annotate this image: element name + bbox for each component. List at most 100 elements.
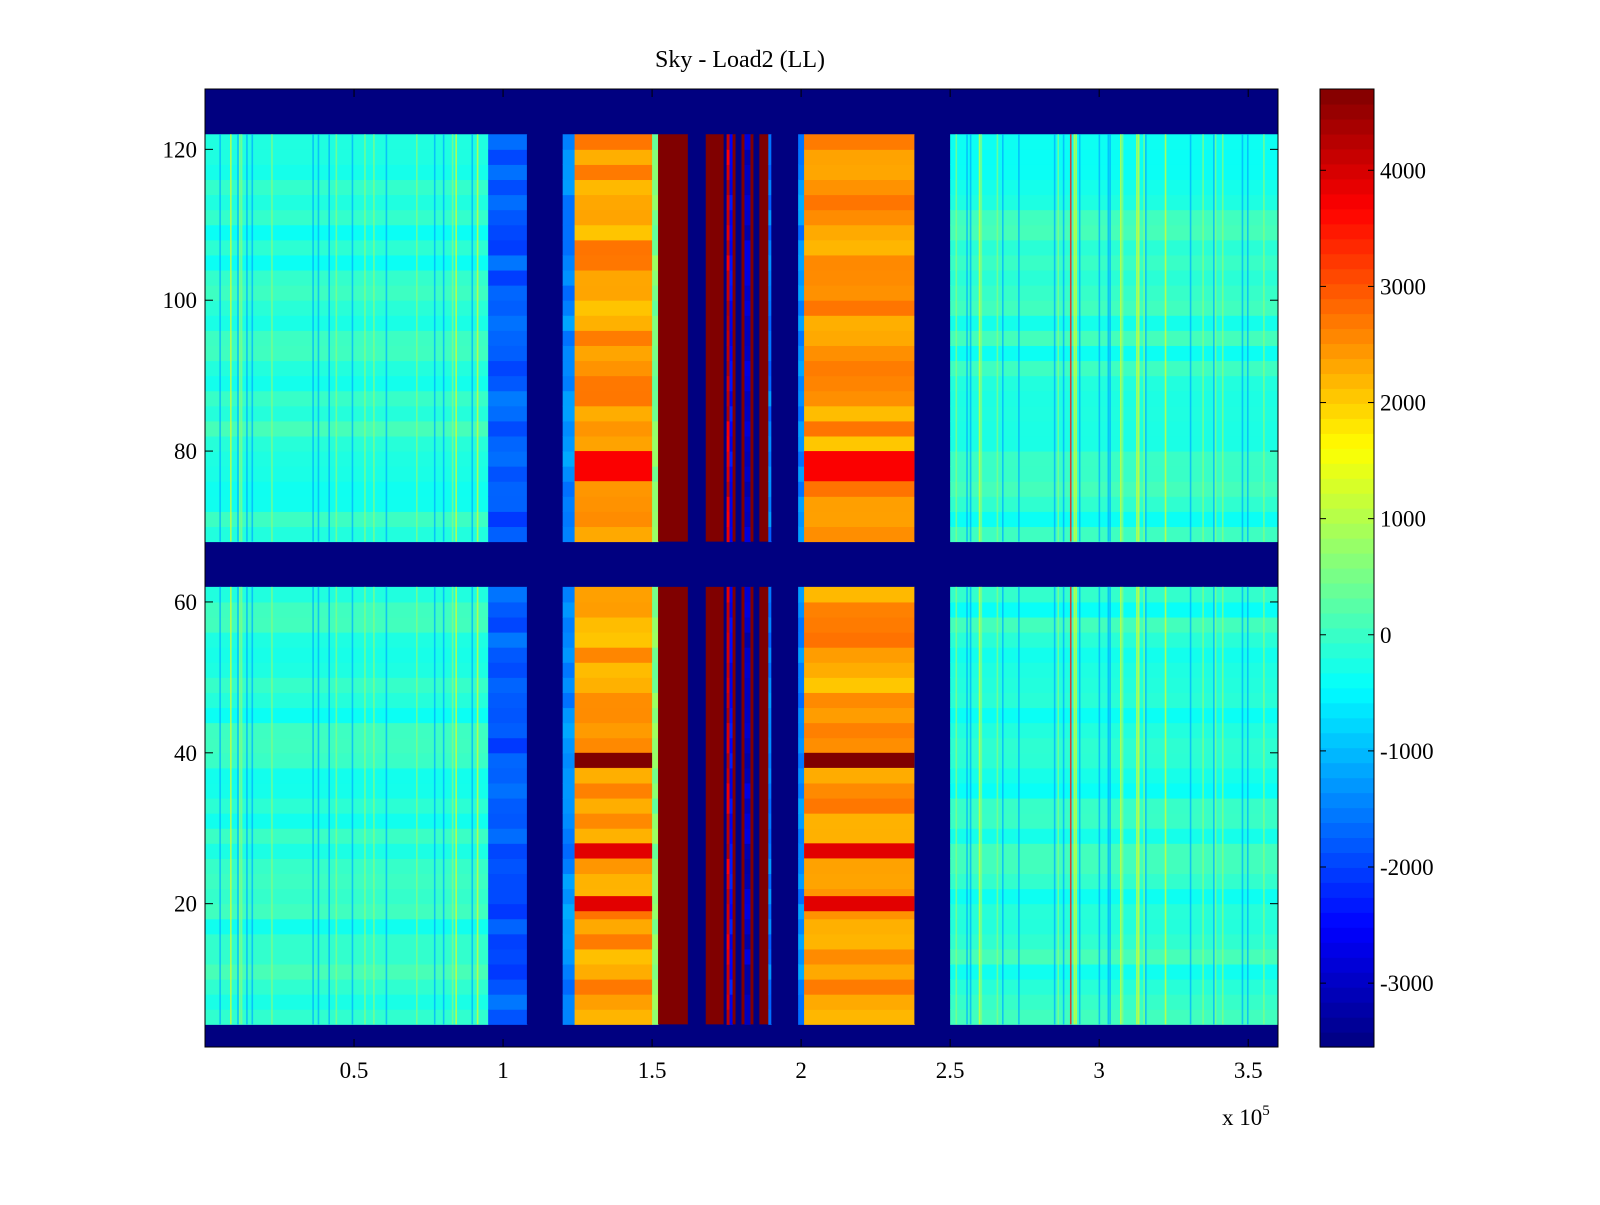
heatmap-cell bbox=[804, 858, 915, 875]
heatmap-streak bbox=[335, 586, 338, 1025]
heatmap-cell bbox=[726, 828, 731, 844]
colorbar-swatch bbox=[1320, 627, 1374, 644]
heatmap-cell bbox=[768, 149, 772, 165]
heatmap-cell bbox=[950, 164, 1279, 181]
heatmap-cell bbox=[574, 782, 653, 799]
heatmap-cell bbox=[768, 813, 772, 829]
heatmap-cell bbox=[574, 933, 653, 950]
heatmap-cell bbox=[729, 692, 734, 709]
heatmap-cell bbox=[950, 617, 1279, 633]
colorbar-tick-label: -2000 bbox=[1380, 855, 1434, 880]
heatmap-cell bbox=[729, 435, 734, 452]
colorbar-swatch bbox=[1320, 852, 1374, 868]
heatmap-cell bbox=[488, 692, 528, 709]
heatmap-cell bbox=[205, 813, 489, 829]
heatmap-cell bbox=[726, 481, 731, 497]
heatmap-cell bbox=[205, 345, 489, 362]
heatmap-cell bbox=[804, 496, 915, 512]
heatmap-cell bbox=[759, 586, 769, 1025]
heatmap-cell bbox=[488, 767, 528, 784]
heatmap-cell bbox=[574, 224, 653, 241]
heatmap-cell bbox=[950, 647, 1279, 663]
heatmap-cell bbox=[729, 858, 734, 875]
heatmap-cell bbox=[726, 526, 731, 543]
heatmap-cell bbox=[574, 420, 653, 437]
heatmap-cell bbox=[798, 315, 805, 331]
heatmap-cell bbox=[726, 315, 731, 331]
heatmap-cell bbox=[950, 918, 1279, 935]
heatmap-cell bbox=[652, 873, 659, 890]
heatmap-cell bbox=[798, 632, 805, 648]
heatmap-band-5 bbox=[652, 134, 659, 1025]
heatmap-cell bbox=[950, 194, 1279, 211]
heatmap-cell bbox=[914, 134, 951, 542]
heatmap-cell bbox=[950, 692, 1279, 709]
heatmap-band-14 bbox=[741, 134, 745, 1025]
heatmap-cell bbox=[729, 903, 734, 920]
heatmap-cell bbox=[768, 164, 772, 181]
heatmap-cell bbox=[488, 843, 528, 859]
heatmap-streak bbox=[1018, 134, 1020, 542]
heatmap-streak bbox=[1213, 134, 1215, 542]
heatmap-cell bbox=[726, 224, 731, 241]
heatmap-cell bbox=[652, 586, 659, 603]
heatmap-cell bbox=[205, 330, 489, 346]
heatmap-streak bbox=[1107, 134, 1110, 542]
heatmap-cell bbox=[744, 994, 751, 1010]
heatmap-cell bbox=[562, 767, 576, 784]
heatmap-streak bbox=[969, 134, 972, 542]
heatmap-streak bbox=[1062, 134, 1065, 542]
heatmap-cell bbox=[798, 435, 805, 452]
heatmap-cell bbox=[729, 873, 734, 890]
heatmap-band-6 bbox=[658, 134, 689, 1025]
heatmap-cell bbox=[562, 134, 576, 150]
heatmap-cell bbox=[729, 888, 734, 905]
heatmap-cell bbox=[726, 692, 731, 709]
x-tick-label: 0.5 bbox=[340, 1058, 369, 1083]
heatmap-cell bbox=[652, 994, 659, 1010]
heatmap-cell bbox=[729, 224, 734, 241]
heatmap-cell bbox=[804, 662, 915, 678]
colorbar-swatch bbox=[1320, 822, 1374, 839]
heatmap-cell bbox=[798, 270, 805, 286]
heatmap-cell bbox=[562, 330, 576, 346]
heatmap-cell bbox=[562, 224, 576, 241]
heatmap-cell bbox=[488, 903, 528, 920]
heatmap-streak bbox=[385, 586, 388, 1025]
heatmap-cell bbox=[726, 903, 731, 920]
heatmap-streak bbox=[230, 134, 232, 542]
heatmap-cell bbox=[205, 405, 489, 422]
heatmap-streak bbox=[373, 134, 375, 542]
heatmap-cell bbox=[205, 767, 489, 784]
heatmap-cell bbox=[652, 767, 659, 784]
heatmap-streak bbox=[433, 586, 436, 1025]
heatmap-cell bbox=[205, 782, 489, 799]
heatmap-streak bbox=[1164, 586, 1167, 1025]
heatmap-streak bbox=[1145, 134, 1147, 542]
heatmap-cell bbox=[488, 662, 528, 678]
heatmap-cell bbox=[562, 375, 576, 392]
heatmap-cell bbox=[744, 134, 751, 150]
y-axis: 20 40 60 80 100 120 bbox=[163, 137, 1278, 917]
heatmap-streak bbox=[240, 134, 243, 542]
heatmap-cell bbox=[729, 270, 734, 286]
heatmap-highlight-row bbox=[804, 451, 915, 482]
heatmap-cell bbox=[804, 707, 915, 724]
heatmap-band-1 bbox=[488, 134, 528, 1025]
heatmap-cell bbox=[950, 903, 1279, 920]
heatmap-streak bbox=[238, 586, 241, 1025]
heatmap-streak bbox=[1069, 134, 1072, 542]
heatmap-cell bbox=[729, 254, 734, 271]
colorbar-swatch bbox=[1320, 582, 1374, 599]
heatmap-cell bbox=[205, 149, 489, 165]
heatmap-cell bbox=[488, 194, 528, 211]
heatmap-cell bbox=[798, 179, 805, 196]
colorbar-swatch bbox=[1320, 642, 1374, 659]
heatmap-cell bbox=[798, 451, 805, 467]
heatmap-streak bbox=[969, 586, 972, 1025]
heatmap-cell bbox=[768, 285, 772, 301]
heatmap-highlight-row bbox=[574, 843, 653, 859]
colorbar-swatch bbox=[1320, 538, 1374, 554]
heatmap-streak bbox=[1241, 134, 1244, 542]
colorbar-swatch bbox=[1320, 388, 1374, 404]
